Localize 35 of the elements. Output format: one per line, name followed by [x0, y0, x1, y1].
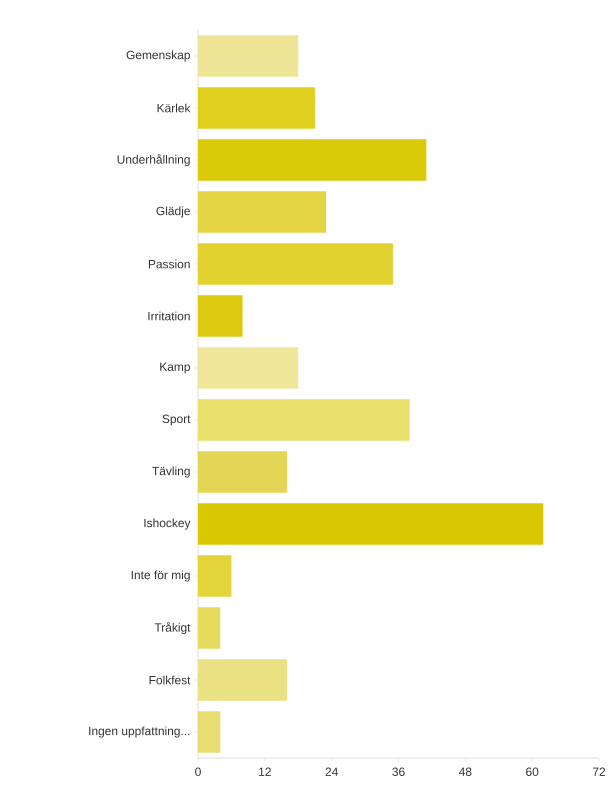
x-tick-label: 12 — [259, 768, 271, 776]
y-tick-label: Glädje — [156, 206, 190, 218]
bar — [198, 555, 232, 597]
bar — [198, 191, 326, 233]
bar — [198, 347, 298, 389]
y-tick-label: Kamp — [160, 362, 190, 374]
bar — [198, 607, 220, 649]
x-tick-label: 60 — [526, 768, 538, 776]
y-tick-label: Tråkigt — [154, 622, 190, 634]
y-tick-label: Gemenskap — [126, 50, 190, 62]
y-tick-label: Tävling — [152, 466, 190, 478]
bar — [198, 87, 315, 129]
y-tick-label: Kärlek — [158, 104, 190, 112]
x-tick-label: 72 — [592, 768, 606, 776]
bar — [198, 503, 544, 545]
bar — [198, 711, 220, 753]
y-tick-label: Passion — [148, 260, 190, 268]
y-tick-label: Inte för mig — [132, 570, 190, 582]
bar — [198, 451, 288, 493]
y-tick-label: Ingen uppfattning... — [89, 726, 190, 738]
x-tick-label: 48 — [458, 768, 472, 776]
y-tick-label: Folkfest — [150, 676, 190, 684]
y-tick-label: Irritation — [148, 312, 190, 320]
bar — [198, 295, 243, 337]
y-tick-label: Sport — [162, 414, 190, 426]
bar — [198, 659, 288, 701]
bar — [198, 243, 393, 285]
bar — [198, 399, 410, 441]
bar — [198, 35, 298, 77]
x-tick-label: 0 — [195, 768, 201, 776]
y-tick-label: Ishockey — [144, 518, 190, 530]
bar — [198, 139, 426, 181]
x-tick-label: 36 — [392, 768, 405, 776]
x-tick-label: 24 — [326, 768, 338, 776]
y-tick-label: Underhållning — [118, 154, 190, 166]
